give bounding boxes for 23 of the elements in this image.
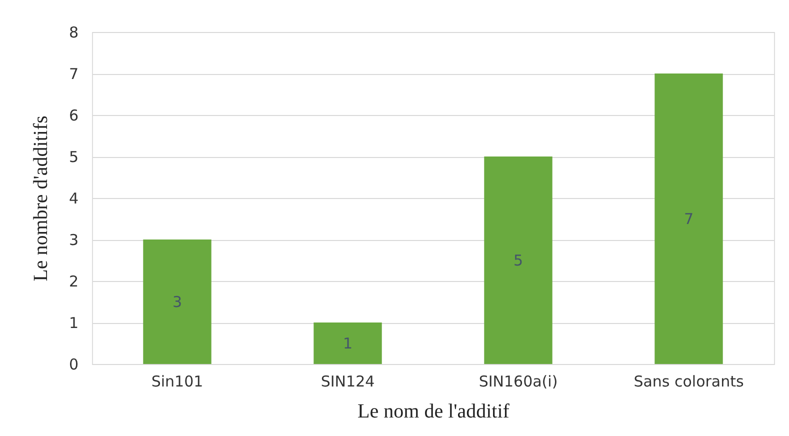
- data-label: 3: [172, 292, 182, 311]
- data-label: 7: [684, 210, 694, 228]
- bar: [484, 156, 552, 364]
- x-tick-label: Sin101: [151, 372, 204, 390]
- x-axis-title: Le nom de l'additif: [358, 400, 510, 422]
- y-tick-label: 3: [68, 231, 78, 249]
- y-tick-label: 8: [68, 24, 78, 42]
- bar: [654, 74, 723, 364]
- data-label: 5: [513, 251, 524, 270]
- y-tick-label: 4: [68, 190, 78, 208]
- y-tick-label: 2: [68, 272, 78, 290]
- y-tick-label: 5: [68, 148, 78, 166]
- y-axis-title: Le nombre d'additifs: [30, 115, 52, 282]
- y-tick-label: 7: [68, 65, 78, 83]
- bar: [314, 322, 382, 364]
- x-tick-label: SIN160a(i): [478, 372, 558, 390]
- bar: [143, 240, 212, 364]
- data-label: 1: [342, 334, 353, 352]
- x-tick-label: SIN124: [320, 372, 375, 390]
- y-tick-label: 0: [68, 356, 78, 374]
- y-tick-label: 1: [68, 314, 78, 332]
- y-tick-label: 6: [68, 106, 78, 124]
- x-tick-label: Sans colorants: [634, 372, 744, 390]
